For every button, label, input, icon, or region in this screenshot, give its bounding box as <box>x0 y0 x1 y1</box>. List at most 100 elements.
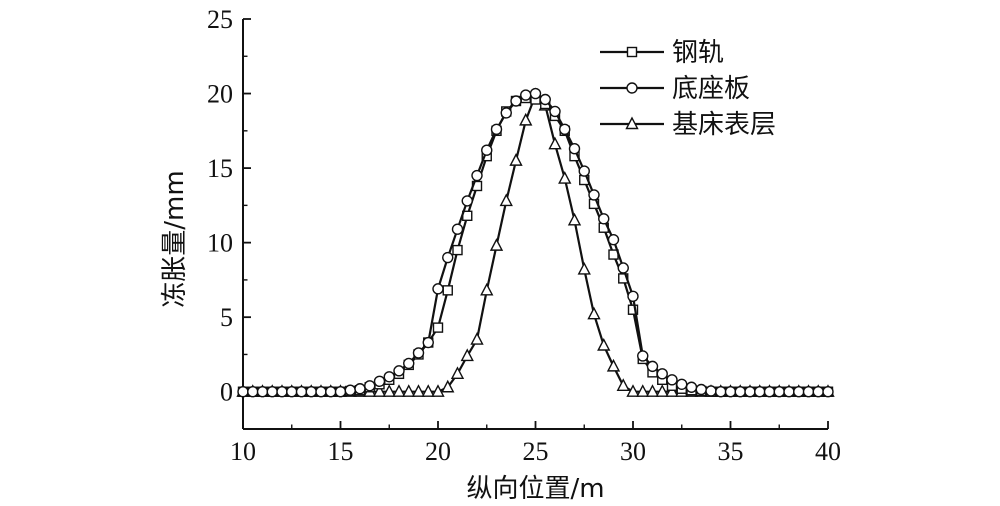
data-point <box>549 105 561 118</box>
data-point <box>256 386 269 398</box>
x-tick-label: 40 <box>815 437 841 466</box>
y-axis-title: 冻胀量/mm <box>160 170 190 307</box>
data-point <box>588 189 600 201</box>
data-point <box>676 378 688 390</box>
data-point <box>315 386 327 398</box>
data-point <box>471 169 483 182</box>
data-point <box>431 384 445 397</box>
legend-marker <box>626 46 638 58</box>
data-point <box>626 384 640 397</box>
data-point <box>480 282 494 296</box>
data-point <box>393 365 405 377</box>
tick-labels: 10 15 20 25 30 35 40 0 5 10 15 20 25 <box>207 5 841 466</box>
data-point <box>412 347 425 359</box>
data-point <box>568 143 581 155</box>
data-point <box>587 306 601 320</box>
data-point <box>656 368 668 380</box>
data-point <box>519 112 533 126</box>
data-point <box>802 386 815 398</box>
data-point <box>598 213 610 225</box>
data-point <box>344 384 356 396</box>
data-point <box>382 384 396 397</box>
data-point <box>460 348 474 362</box>
data-point <box>373 375 386 387</box>
data-point <box>597 338 611 351</box>
data-point <box>461 195 473 207</box>
data-point <box>607 233 620 246</box>
legend-label: 基床表层 <box>672 110 776 140</box>
data-point <box>442 285 453 296</box>
legend-entry: 基床表层 <box>600 110 776 140</box>
data-point <box>577 261 591 275</box>
data-point <box>450 366 465 380</box>
data-point <box>567 212 582 226</box>
data-point <box>705 385 717 397</box>
series-circle <box>237 87 834 398</box>
y-tick-label: 0 <box>220 378 233 407</box>
legend-label: 底座板 <box>672 74 750 104</box>
x-tick-label: 25 <box>523 437 549 466</box>
x-tick-label: 10 <box>230 437 256 466</box>
data-point <box>734 386 746 398</box>
axis-ticks <box>242 18 829 429</box>
data-point <box>793 386 805 398</box>
data-point <box>432 322 444 333</box>
data-point <box>499 193 513 207</box>
data-point <box>558 171 572 184</box>
data-point <box>822 386 834 398</box>
y-tick-label: 20 <box>207 80 233 109</box>
data-point <box>773 386 785 398</box>
data-point <box>578 165 590 177</box>
data-point <box>451 223 464 235</box>
data-point <box>286 386 298 398</box>
data-point <box>489 238 504 251</box>
x-tick-label: 15 <box>328 437 354 466</box>
data-point <box>724 386 737 398</box>
data-point <box>364 380 376 392</box>
data-point <box>763 386 776 398</box>
data-point <box>616 378 630 391</box>
data-point <box>715 386 727 398</box>
data-point <box>247 386 259 398</box>
data-point <box>666 374 678 386</box>
series-layer <box>236 87 835 398</box>
data-point <box>637 350 649 362</box>
legend-label: 钢轨 <box>672 38 724 68</box>
data-point <box>744 386 756 398</box>
x-tick-label: 35 <box>718 437 744 466</box>
data-point <box>812 386 824 398</box>
legend-entry: 钢轨 <box>600 38 724 68</box>
data-point <box>520 89 532 101</box>
data-point <box>559 123 571 136</box>
y-tick-label: 25 <box>207 5 233 34</box>
data-point <box>383 371 395 383</box>
data-point <box>783 386 795 398</box>
data-point <box>422 336 434 349</box>
data-point <box>529 87 542 100</box>
data-point <box>490 123 503 136</box>
data-point <box>548 136 562 150</box>
data-point <box>509 153 523 166</box>
data-point <box>411 384 426 397</box>
data-point <box>421 384 435 397</box>
x-tick-label: 20 <box>425 437 451 466</box>
data-point <box>685 381 698 393</box>
data-point <box>539 93 551 106</box>
data-point <box>442 251 454 264</box>
data-point <box>452 244 463 256</box>
data-point <box>237 386 249 398</box>
data-point <box>481 144 493 156</box>
data-point <box>510 95 522 107</box>
data-point <box>606 358 621 372</box>
data-point <box>627 304 639 315</box>
data-point <box>276 386 288 398</box>
data-point <box>655 384 669 397</box>
data-point <box>266 386 278 398</box>
x-axis-title: 纵向位置/m <box>466 474 604 504</box>
data-point <box>500 107 512 119</box>
data-point <box>617 262 629 274</box>
data-point <box>392 384 406 397</box>
data-point <box>470 332 484 345</box>
data-point <box>636 384 650 397</box>
